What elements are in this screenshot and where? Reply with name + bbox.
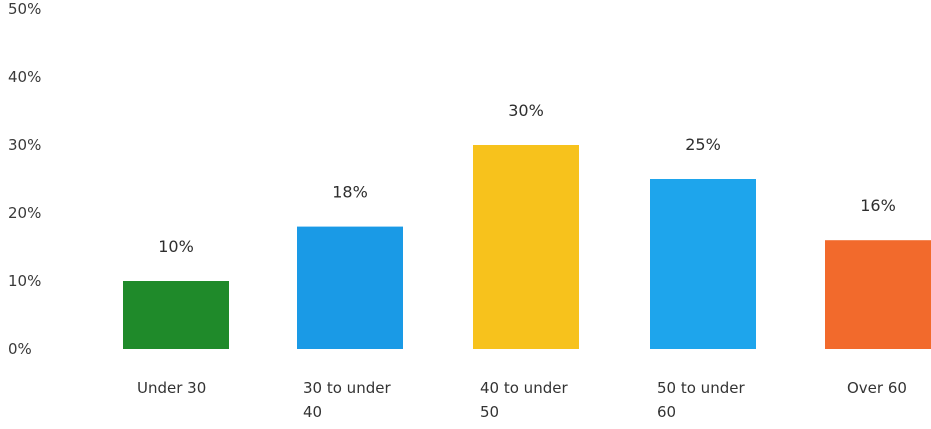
x-tick-label: 30 to under 40 (303, 379, 391, 421)
data-label: 18% (332, 183, 368, 202)
x-tick-label: Over 60 (847, 379, 907, 397)
y-tick-label: 0% (8, 340, 32, 358)
y-tick-label: 20% (8, 204, 41, 222)
x-tick-label: 50 to under 60 (657, 379, 745, 421)
y-tick-label: 40% (8, 68, 41, 86)
value-labels: 10% 18% 30% 25% 16% (158, 101, 896, 256)
data-label: 25% (685, 135, 721, 154)
y-tick-label: 30% (8, 136, 41, 154)
bar (123, 281, 229, 349)
y-axis: 0% 10% 20% 30% 40% 50% (8, 0, 41, 358)
x-tick-label: Under 30 (137, 379, 206, 397)
y-tick-label: 10% (8, 272, 41, 290)
bars (123, 145, 931, 349)
bar (297, 226, 403, 349)
bar (825, 240, 931, 349)
data-label: 30% (508, 101, 544, 120)
y-tick-label: 50% (8, 0, 41, 18)
data-label: 10% (158, 237, 194, 256)
x-tick-label: 40 to under 50 (480, 379, 568, 421)
data-label: 16% (860, 196, 896, 215)
bar (650, 179, 756, 349)
x-axis: Under 30 30 to under 40 40 to under 50 50 to … (137, 379, 907, 421)
bar (473, 145, 579, 349)
